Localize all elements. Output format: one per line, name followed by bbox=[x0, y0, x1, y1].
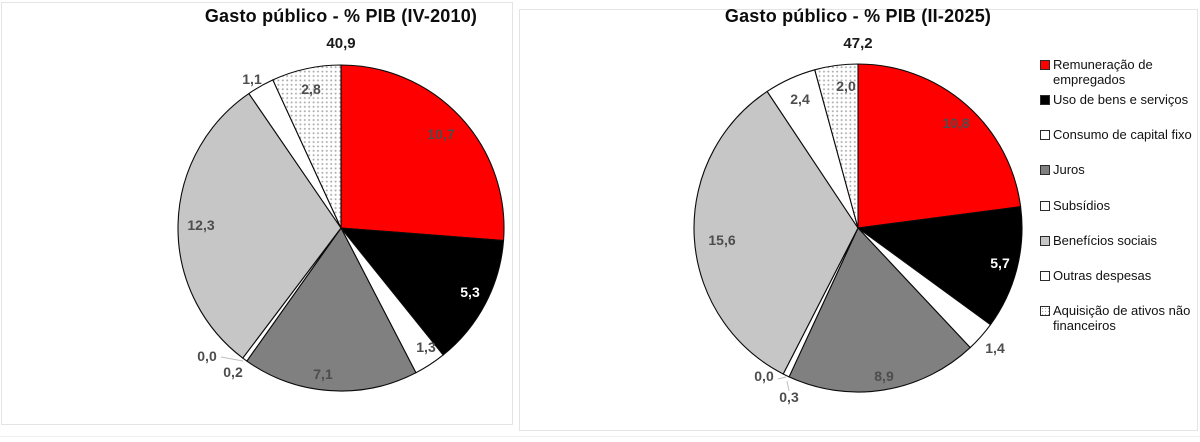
legend-label: Uso de bens e serviços bbox=[1053, 92, 1189, 107]
label-leader-line bbox=[786, 380, 790, 392]
legend-item: Outras despesas bbox=[1040, 268, 1196, 283]
legend-swatch-black bbox=[1040, 95, 1050, 105]
legend-swatch-gray bbox=[1040, 165, 1050, 175]
chart-title-2010: Gasto público - % PIB (IV-2010) bbox=[204, 6, 478, 26]
legend-swatch-white bbox=[1040, 271, 1050, 281]
pie-slice bbox=[272, 64, 342, 229]
legend-item: Uso de bens e serviços bbox=[1040, 92, 1196, 107]
legend-label: Juros bbox=[1053, 162, 1085, 177]
chart-total-2010: 40,9 bbox=[326, 35, 356, 52]
slice-value-label: 5,7 bbox=[990, 255, 1010, 271]
slice-value-label: 5,3 bbox=[460, 284, 480, 300]
legend-item: Remuneração de empregados bbox=[1040, 57, 1196, 88]
legend-item: Juros bbox=[1040, 162, 1196, 177]
slice-value-label: 1,3 bbox=[416, 339, 436, 355]
chart-total-2025: 47,2 bbox=[843, 35, 873, 52]
chart-title-2025: Gasto público - % PIB (II-2025) bbox=[724, 6, 992, 26]
slice-value-label: 0,2 bbox=[223, 364, 243, 380]
label-leader-line bbox=[220, 356, 244, 362]
slice-value-label: 0,0 bbox=[754, 368, 774, 384]
pie-slice bbox=[857, 206, 1023, 326]
legend-label: Benefícios sociais bbox=[1053, 233, 1158, 248]
slice-value-label: 1,1 bbox=[242, 71, 262, 87]
bottom-divider-line bbox=[0, 436, 1200, 437]
slice-value-label: 10,8 bbox=[942, 115, 969, 131]
legend-label: Outras despesas bbox=[1053, 268, 1152, 283]
legend-item: Benefícios sociais bbox=[1040, 233, 1196, 248]
legend-swatch-white bbox=[1040, 201, 1050, 211]
pie-slice bbox=[340, 227, 505, 356]
legend-label: Remuneração de empregados bbox=[1053, 57, 1153, 88]
pie-slice bbox=[814, 63, 859, 229]
slice-value-label: 2,0 bbox=[836, 78, 856, 94]
legend: Remuneração de empregados Uso de bens e s… bbox=[1040, 0, 1198, 400]
label-leader-line bbox=[777, 376, 787, 380]
slice-value-label: 0,0 bbox=[197, 348, 217, 364]
legend-item: Consumo de capital fixo bbox=[1040, 127, 1196, 142]
legend-swatch-red bbox=[1040, 60, 1050, 70]
pie-slice bbox=[857, 63, 1022, 229]
slice-value-label: 15,6 bbox=[708, 232, 735, 248]
legend-label: Subsídios bbox=[1053, 198, 1111, 213]
pie-2010: 10,7 5,3 1,3 7,1 0,2 0,0 12,3 1,1 2,8 bbox=[177, 64, 505, 392]
slice-value-label: 12,3 bbox=[187, 217, 214, 233]
slice-value-label: 2,8 bbox=[301, 81, 321, 97]
slice-value-label: 1,4 bbox=[985, 340, 1005, 356]
legend-label: Consumo de capital fixo bbox=[1053, 127, 1192, 142]
legend-item: Aquisição de ativos não financeiros bbox=[1040, 303, 1196, 334]
legend-item: Subsídios bbox=[1040, 198, 1196, 213]
legend-label: Aquisição de ativos não financeiros bbox=[1053, 303, 1191, 334]
legend-swatch-white bbox=[1040, 130, 1050, 140]
slice-value-label: 2,4 bbox=[790, 91, 810, 107]
pie-slice bbox=[177, 92, 342, 359]
pie-slice bbox=[246, 227, 417, 392]
chart-panel-2025 bbox=[519, 9, 1198, 431]
pie-2025: 10,8 5,7 1,4 8,9 0,3 0,0 15,6 2,4 2,0 bbox=[693, 63, 1023, 405]
slice-value-label: 7,1 bbox=[313, 366, 333, 382]
slice-value-label: 0,3 bbox=[779, 389, 799, 405]
pie-slice bbox=[340, 64, 505, 242]
legend-swatch-dotted bbox=[1040, 306, 1050, 316]
slice-value-label: 10,7 bbox=[427, 126, 454, 142]
chart-panel-2010 bbox=[1, 2, 513, 425]
pie-slice bbox=[693, 90, 859, 375]
pie-slice bbox=[788, 227, 971, 393]
legend-swatch-lightgray bbox=[1040, 236, 1050, 246]
slice-value-label: 8,9 bbox=[874, 368, 894, 384]
